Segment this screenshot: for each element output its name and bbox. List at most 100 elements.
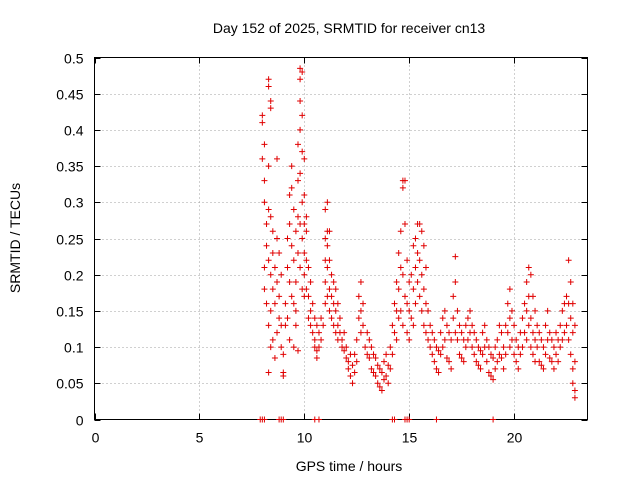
data-point: [280, 373, 287, 380]
data-point: [259, 112, 266, 119]
data-point: [452, 278, 459, 285]
data-point: [280, 351, 287, 358]
data-point: [460, 358, 467, 365]
data-point: [412, 300, 419, 307]
data-point: [376, 365, 383, 372]
data-point: [267, 307, 274, 314]
data-point: [303, 213, 310, 220]
data-point: [401, 177, 408, 184]
data-point: [355, 315, 362, 322]
data-point: [450, 293, 457, 300]
data-point: [469, 344, 476, 351]
data-point: [339, 336, 346, 343]
data-point: [412, 235, 419, 242]
y-tick-label: 0.3: [64, 195, 84, 211]
data-point: [473, 336, 480, 343]
data-point: [282, 300, 289, 307]
data-point: [546, 354, 553, 361]
data-point: [536, 329, 543, 336]
data-point: [294, 249, 301, 256]
data-point: [542, 322, 549, 329]
data-point: [261, 199, 268, 206]
data-point: [506, 315, 513, 322]
chart-title: Day 152 of 2025, SRMTID for receiver cn1…: [213, 20, 486, 36]
data-point: [569, 380, 576, 387]
data-point: [464, 315, 471, 322]
data-point: [431, 358, 438, 365]
data-point: [565, 257, 572, 264]
data-point: [265, 206, 272, 213]
data-point: [483, 358, 490, 365]
data-point: [555, 358, 562, 365]
data-point: [360, 322, 367, 329]
x-tick-labels: 0 5 10 15 20: [92, 430, 523, 446]
data-point: [431, 336, 438, 343]
data-point: [446, 329, 453, 336]
data-point: [271, 300, 278, 307]
y-tick-label: 0.4: [64, 123, 84, 139]
data-point: [318, 336, 325, 343]
data-point: [286, 221, 293, 228]
data-point: [322, 278, 329, 285]
data-point: [427, 322, 434, 329]
data-point: [427, 344, 434, 351]
data-point: [513, 336, 520, 343]
data-point: [494, 336, 501, 343]
data-point: [263, 242, 270, 249]
data-point: [475, 344, 482, 351]
data-point: [297, 76, 304, 83]
data-point: [332, 307, 339, 314]
data-point: [311, 315, 318, 322]
data-point: [487, 373, 494, 380]
data-point: [378, 369, 385, 376]
data-point: [569, 300, 576, 307]
data-point: [357, 307, 364, 314]
data-point: [387, 344, 394, 351]
data-point: [477, 365, 484, 372]
data-point: [368, 365, 375, 372]
data-point: [422, 300, 429, 307]
data-point: [294, 141, 301, 148]
data-point: [435, 369, 442, 376]
data-point: [322, 235, 329, 242]
data-point: [502, 351, 509, 358]
data-point: [571, 394, 578, 401]
data-point: [548, 358, 555, 365]
data-point: [420, 286, 427, 293]
data-point: [343, 354, 350, 361]
data-point: [294, 213, 301, 220]
data-point: [376, 383, 383, 390]
y-tick-label: 0.45: [56, 87, 83, 103]
data-point: [301, 249, 308, 256]
data-point: [322, 206, 329, 213]
data-point: [267, 271, 274, 278]
data-point: [274, 155, 281, 162]
y-tick-label: 0.5: [64, 51, 84, 67]
data-point: [315, 329, 322, 336]
data-point: [511, 351, 518, 358]
data-point: [261, 286, 268, 293]
data-point: [341, 347, 348, 354]
data-point: [525, 322, 532, 329]
data-point: [464, 336, 471, 343]
data-point: [278, 344, 285, 351]
x-tick-label: 0: [92, 430, 100, 446]
data-point: [448, 365, 455, 372]
data-point: [458, 354, 465, 361]
data-point: [490, 354, 497, 361]
data-point: [567, 278, 574, 285]
data-point: [393, 336, 400, 343]
data-point: [571, 387, 578, 394]
data-point: [538, 362, 545, 369]
data-point: [276, 315, 283, 322]
data-point: [322, 300, 329, 307]
data-point: [546, 329, 553, 336]
data-point: [404, 300, 411, 307]
y-tick-label: 0.1: [64, 340, 84, 356]
data-point: [456, 322, 463, 329]
data-point: [534, 344, 541, 351]
data-point: [397, 264, 404, 271]
data-point: [542, 351, 549, 358]
data-point: [328, 315, 335, 322]
